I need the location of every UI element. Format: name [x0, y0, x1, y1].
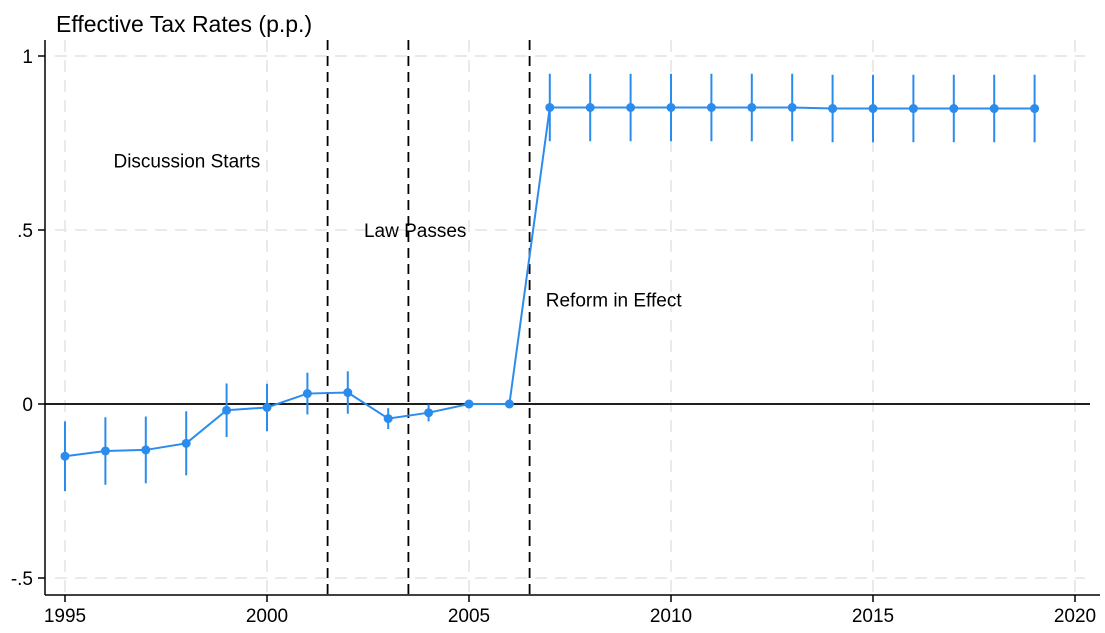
data-point [787, 103, 797, 113]
series-marks [60, 73, 1040, 491]
annotation-label: Law Passes [364, 221, 466, 242]
data-point [747, 103, 757, 113]
y-tick-label: 0 [22, 395, 33, 416]
data-point [666, 103, 676, 113]
y-tick-label: .5 [17, 221, 33, 242]
data-point [504, 399, 514, 409]
data-point [343, 388, 353, 398]
annotations: Discussion Starts Law Passes Reform in Eff… [113, 151, 682, 311]
y-tick-label: -.5 [11, 569, 33, 590]
data-point [141, 445, 151, 455]
data-point [828, 104, 838, 114]
x-tick-label: 1995 [44, 606, 86, 627]
chart-title: Effective Tax Rates (p.p.) [56, 11, 312, 37]
data-point [868, 104, 878, 114]
data-point [545, 103, 555, 113]
data-point [585, 103, 595, 113]
x-tick-label: 2010 [650, 606, 692, 627]
gridlines [55, 40, 1085, 595]
x-tick-label: 2005 [448, 606, 490, 627]
data-point [464, 399, 474, 409]
x-tick-label: 2020 [1054, 606, 1096, 627]
data-point [302, 389, 312, 399]
data-point [908, 104, 918, 114]
data-point [706, 103, 716, 113]
x-tick-label: 2000 [246, 606, 288, 627]
axes: -.5 0 .5 1 1995 2000 2005 2010 2015 2020 [11, 40, 1100, 627]
data-point [100, 446, 110, 456]
data-point [989, 104, 999, 114]
event-lines [326, 40, 531, 595]
data-point [626, 103, 636, 113]
annotation-label: Discussion Starts [113, 151, 260, 172]
data-point [383, 414, 393, 424]
data-point [1030, 104, 1040, 114]
data-point [222, 405, 232, 415]
data-point [60, 451, 70, 461]
y-tick-label: 1 [22, 47, 33, 68]
annotation-label: Reform in Effect [546, 291, 683, 312]
data-point [262, 402, 272, 412]
x-tick-label: 2015 [852, 606, 894, 627]
data-point [949, 104, 959, 114]
data-point [424, 408, 434, 418]
data-point [181, 438, 191, 448]
